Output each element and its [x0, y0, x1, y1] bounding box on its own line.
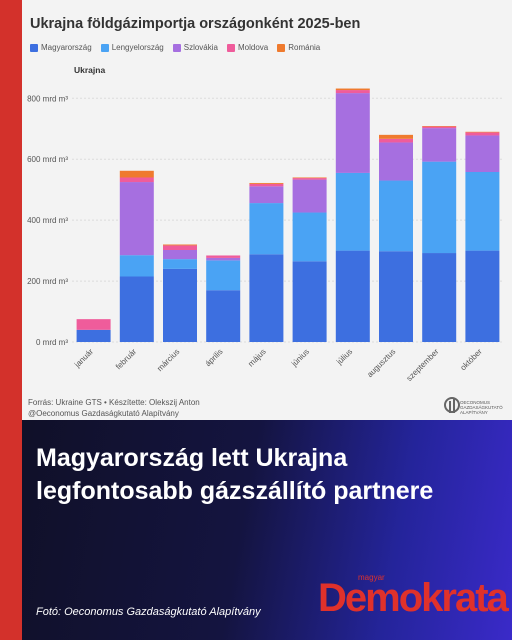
bar-segment	[119, 255, 154, 277]
legend-item: Magyarország	[30, 43, 92, 52]
stacked-bar-chart: 0 mrd m³ 200 mrd m³ 400 mrd m³ 600 mrd m³ 80…	[27, 88, 504, 383]
x-tick-label: február	[114, 347, 139, 372]
x-tick-label: március	[155, 347, 181, 373]
x-tick-label: július	[334, 347, 354, 367]
logo-text-line: GAZDASÁGKUTATÓ	[460, 405, 503, 410]
chart-card: Ukrajna földgázimportja országonként 202…	[22, 0, 512, 420]
y-tick-label: 200 mrd m³	[27, 277, 68, 286]
source-line-2: @Oeconomus Gazdaságkutató Alapítvány	[28, 409, 179, 418]
bar-segment	[163, 249, 197, 260]
legend-label: Szlovákia	[183, 43, 218, 52]
x-tick-label: január	[72, 347, 95, 370]
bar-segment	[335, 93, 370, 173]
bar-segment	[292, 261, 327, 342]
bar-segment	[119, 276, 154, 342]
bar-segment	[335, 88, 370, 91]
bar-segment	[163, 259, 197, 269]
headline-panel: Magyarország lett Ukrajna legfontosabb g…	[22, 420, 512, 640]
x-tick-label: május	[246, 347, 267, 368]
x-tick-label: június	[289, 347, 311, 369]
bar-segment	[119, 177, 154, 183]
bar-segment	[292, 179, 327, 213]
bar-segment	[249, 183, 284, 187]
legend-swatch	[277, 43, 286, 52]
chart-title: Ukrajna földgázimportja országonként 202…	[30, 16, 361, 32]
legend-label: Magyarország	[41, 43, 92, 52]
chart-source: Forrás: Ukraine GTS • Készítette: Oleksz…	[28, 397, 200, 419]
legend-swatch	[30, 43, 38, 52]
bar-segment	[422, 161, 457, 254]
demokrata-logo: Demokrata	[318, 576, 509, 620]
legend-swatch	[172, 43, 181, 52]
y-tick-label: 0 mrd m³	[36, 338, 68, 347]
bar-segment	[163, 268, 197, 342]
bar-segment	[163, 244, 197, 246]
bar-segment	[163, 245, 197, 250]
bar-segment	[76, 329, 111, 342]
bar-segment	[465, 135, 500, 173]
bar-segment	[422, 128, 457, 162]
bar-segment	[379, 138, 413, 143]
oeconomus-logo-icon	[444, 397, 460, 413]
bar-segment	[292, 212, 327, 262]
bar-segment	[335, 90, 370, 94]
x-tick-label: október	[459, 347, 484, 372]
chart-subtitle: Ukrajna	[74, 65, 106, 75]
logo-text-line: ALAPÍTVÁNY	[460, 410, 488, 415]
bar-segment	[379, 251, 413, 342]
legend-label: Románia	[288, 43, 321, 52]
bar-segment	[422, 126, 457, 127]
bar-segment	[206, 290, 241, 342]
bar-segment	[379, 180, 413, 252]
legend-item: Románia	[277, 43, 320, 52]
legend-item: Szlovákia	[172, 43, 218, 52]
bar-segment	[292, 178, 327, 180]
bar-segment	[249, 254, 284, 342]
legend-item: Moldova	[226, 43, 269, 52]
x-tick-label: augusztus	[365, 347, 397, 379]
bar-segment	[119, 182, 154, 256]
bar-segment	[76, 319, 111, 330]
bar-segment	[465, 131, 500, 133]
logo-text-line: OECONOMUS	[460, 400, 491, 405]
bar-segment	[249, 186, 284, 204]
bar-segment	[206, 260, 241, 291]
bar-segment	[335, 172, 370, 251]
bar-segment	[422, 253, 457, 342]
bar-segment	[465, 250, 500, 342]
bar-segment	[465, 172, 500, 251]
legend-item: Lengyelország	[100, 43, 164, 52]
bar-segment	[119, 170, 154, 178]
bar-segment	[379, 134, 413, 139]
y-tick-label: 800 mrd m³	[27, 94, 68, 103]
bar-segment	[249, 182, 284, 184]
legend-swatch	[226, 43, 235, 52]
bar-segment	[206, 255, 241, 258]
bar-segment	[249, 203, 284, 255]
bar-segment	[465, 132, 500, 136]
chart-legend: Magyarország Lengyelország Szlovákia Moldov…	[30, 43, 320, 52]
legend-label: Moldova	[237, 43, 269, 52]
photo-credit: Fotó: Oeconomus Gazdaságkutató Alapítván…	[36, 606, 261, 618]
oeconomus-logo-text: OECONOMUS GAZDASÁGKUTATÓ ALAPÍTVÁNY	[460, 400, 503, 415]
oeconomus-logo: OECONOMUS GAZDASÁGKUTATÓ ALAPÍTVÁNY	[444, 394, 508, 418]
bar-segment	[292, 177, 327, 179]
bar-segment	[422, 126, 457, 129]
y-tick-label: 600 mrd m³	[27, 155, 68, 164]
bar-segment	[379, 142, 413, 181]
legend-label: Lengyelország	[111, 43, 164, 52]
brand-prefix: magyar	[358, 573, 385, 582]
x-tick-label: szeptember	[405, 347, 441, 383]
legend-swatch	[100, 43, 109, 52]
headline: Magyarország lett Ukrajna legfontosabb g…	[36, 444, 434, 505]
bar-segment	[206, 257, 241, 261]
bar-segment	[335, 250, 370, 342]
red-side-strip	[0, 0, 22, 640]
y-tick-label: 400 mrd m³	[27, 216, 68, 225]
source-line-1: Forrás: Ukraine GTS • Készítette: Oleksz…	[28, 398, 200, 407]
x-tick-label: április	[203, 347, 224, 368]
